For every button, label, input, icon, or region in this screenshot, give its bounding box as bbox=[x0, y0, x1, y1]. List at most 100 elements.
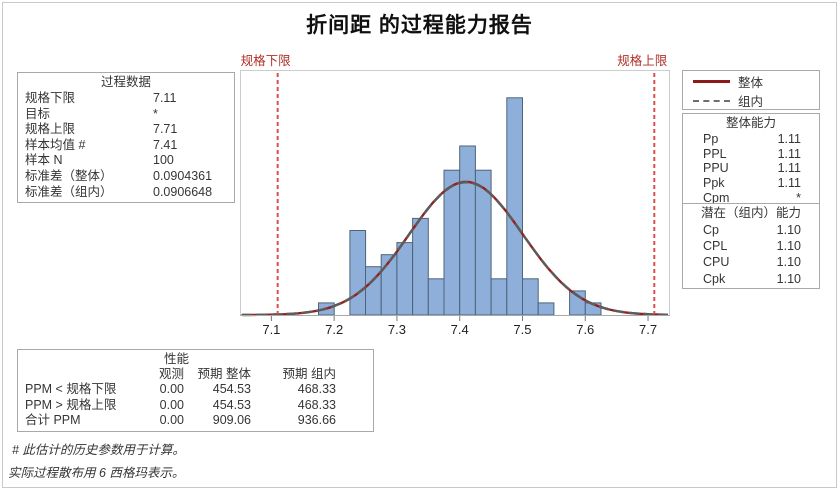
footnote-historical-parameter: # 此估计的历史参数用于计算。 bbox=[12, 443, 185, 457]
process-data-value: 7.71 bbox=[153, 122, 178, 137]
process-data-label: 样本 N bbox=[25, 153, 63, 168]
process-data-label: 规格下限 bbox=[25, 91, 76, 105]
process-data-label: 目标 bbox=[25, 106, 51, 121]
capability-row: Cp 1.10 bbox=[683, 222, 819, 238]
process-data-row: 样本均值 # 7.41 bbox=[18, 138, 234, 154]
process-data-value: 100 bbox=[153, 153, 174, 168]
overall-capability-rows: Pp 1.11 PPL 1.11 PPU 1.11 Ppk 1.11 bbox=[683, 132, 819, 206]
performance-column-headers: 观测 预期 整体 预期 组内 bbox=[18, 367, 373, 382]
process-data-label: 规格上限 bbox=[25, 122, 76, 137]
footnote-six-sigma: 实际过程散布用 6 西格玛表示。 bbox=[8, 466, 185, 480]
performance-panel: 性能 观测 预期 整体 预期 组内 PPM < 规格下限 0.00 454.53… bbox=[17, 349, 374, 432]
capability-stat-value: 1.10 bbox=[776, 255, 801, 270]
capability-stat-label: CPU bbox=[703, 255, 730, 270]
performance-rows: PPM < 规格下限 0.00 454.53 468.33 PPM > 规格上限… bbox=[18, 382, 373, 428]
x-tick-label: 7.2 bbox=[325, 322, 344, 337]
overall-line-sample bbox=[693, 80, 730, 83]
capability-stat-value: 1.11 bbox=[777, 132, 801, 146]
legend-overall-label: 整体 bbox=[738, 76, 764, 90]
capability-row: CPU 1.10 bbox=[683, 254, 819, 270]
process-data-value: 0.0906648 bbox=[153, 184, 213, 199]
ppm-row-label: PPM > 规格上限 bbox=[25, 397, 117, 412]
capability-row: Ppk 1.11 bbox=[683, 176, 819, 191]
ppm-observed: 0.00 bbox=[159, 413, 184, 428]
capability-stat-value: 1.10 bbox=[776, 223, 801, 237]
capability-stat-value: * bbox=[796, 190, 801, 205]
curve-legend: 整体 组内 bbox=[682, 70, 820, 110]
capability-stat-label: Pp bbox=[703, 132, 719, 146]
x-tick-label: 7.7 bbox=[638, 322, 658, 337]
ppm-expected-within: 468.33 bbox=[297, 382, 336, 397]
ppm-expected-overall: 454.53 bbox=[212, 397, 251, 412]
capability-stat-value: 1.10 bbox=[776, 239, 801, 254]
capability-histogram: 规格下限 规格上限 7.1 7.2 7.3 7.4 7.5 7.6 7.7 bbox=[240, 50, 672, 342]
within-line-sample bbox=[693, 99, 730, 102]
process-data-row: 规格下限 7.11 bbox=[18, 91, 234, 107]
spacer bbox=[18, 367, 138, 382]
process-data-value: 7.11 bbox=[153, 91, 177, 105]
ppm-row-label: PPM < 规格下限 bbox=[25, 382, 117, 397]
within-capability-panel: 潜在（组内）能力 Cp 1.10 CPL 1.10 CPU 1.10 bbox=[682, 203, 820, 289]
performance-row: PPM > 规格上限 0.00 454.53 468.33 bbox=[18, 398, 373, 413]
within-capability-header: 潜在（组内）能力 bbox=[700, 206, 801, 220]
performance-header: 性能 bbox=[164, 352, 190, 366]
col-header-observed: 观测 bbox=[158, 367, 184, 381]
capability-stat-label: Ppk bbox=[703, 176, 725, 191]
ppm-expected-overall: 454.53 bbox=[212, 382, 251, 397]
ppm-observed: 0.00 bbox=[159, 397, 184, 412]
capability-row: Cpk 1.10 bbox=[683, 271, 819, 287]
ppm-expected-within: 468.33 bbox=[297, 397, 336, 412]
process-data-value: 7.41 bbox=[153, 137, 178, 152]
process-data-value: 0.0904361 bbox=[153, 168, 213, 183]
x-tick-label: 7.6 bbox=[576, 322, 595, 337]
process-data-row: 规格上限 7.71 bbox=[18, 122, 234, 138]
process-data-label: 标准差（组内） bbox=[25, 184, 113, 199]
process-data-label: 标准差（整体） bbox=[25, 168, 113, 183]
process-data-row: 目标 * bbox=[18, 107, 234, 123]
capability-row: Pp 1.11 bbox=[683, 132, 819, 147]
capability-stat-label: Cpm bbox=[703, 190, 730, 205]
capability-stat-label: Cp bbox=[703, 223, 719, 237]
performance-row: PPM < 规格下限 0.00 454.53 468.33 bbox=[18, 382, 373, 397]
ppm-row-label: 合计 PPM bbox=[25, 413, 81, 428]
ppm-expected-overall: 909.06 bbox=[212, 413, 251, 428]
x-axis-tick-labels: 7.1 7.2 7.3 7.4 7.5 7.6 7.7 bbox=[240, 322, 670, 340]
x-tick-label: 7.1 bbox=[262, 322, 281, 337]
page-title: 折间距 的过程能力报告 bbox=[306, 14, 533, 37]
x-tick-label: 7.5 bbox=[513, 322, 532, 337]
capability-row: PPL 1.11 bbox=[683, 147, 819, 162]
process-data-header: 过程数据 bbox=[100, 75, 151, 89]
capability-stat-value: 1.11 bbox=[777, 161, 801, 176]
capability-stat-label: CPL bbox=[703, 239, 728, 254]
capability-stat-label: Cpk bbox=[703, 271, 726, 286]
capability-stat-value: 1.11 bbox=[777, 176, 801, 191]
overall-capability-panel: 整体能力 Pp 1.11 PPL 1.11 PPU 1.11 bbox=[682, 113, 820, 205]
overall-capability-header: 整体能力 bbox=[725, 116, 776, 130]
capability-stat-label: PPU bbox=[703, 161, 729, 176]
capability-row: Cpm * bbox=[683, 191, 819, 206]
legend-within-entry: 组内 bbox=[683, 92, 819, 109]
histogram-plot bbox=[240, 70, 670, 321]
process-data-value: * bbox=[153, 106, 158, 121]
ppm-expected-within: 936.66 bbox=[297, 413, 336, 428]
col-header-expected-within: 预期 组内 bbox=[282, 367, 336, 381]
within-capability-rows: Cp 1.10 CPL 1.10 CPU 1.10 Cpk 1.10 bbox=[683, 222, 819, 287]
capability-row: PPU 1.11 bbox=[683, 161, 819, 176]
lsl-label: 规格下限 bbox=[240, 54, 291, 68]
process-data-panel: 过程数据 规格下限 7.11 目标 * 规格上限 7.71 bbox=[17, 72, 235, 203]
legend-within-label: 组内 bbox=[738, 95, 764, 109]
process-data-row: 样本 N 100 bbox=[18, 153, 234, 169]
performance-row: 合计 PPM 0.00 909.06 936.66 bbox=[18, 413, 373, 428]
capability-stat-value: 1.10 bbox=[776, 271, 801, 286]
ppm-observed: 0.00 bbox=[159, 382, 184, 397]
x-tick-label: 7.4 bbox=[450, 322, 469, 337]
capability-stat-label: PPL bbox=[703, 146, 727, 161]
capability-row: CPL 1.10 bbox=[683, 238, 819, 254]
x-tick-label: 7.3 bbox=[387, 322, 406, 337]
usl-label: 规格上限 bbox=[617, 54, 668, 68]
capability-stat-value: 1.11 bbox=[777, 146, 801, 161]
legend-overall-entry: 整体 bbox=[683, 73, 819, 90]
process-data-rows: 规格下限 7.11 目标 * 规格上限 7.71 样本均值 # 7.41 bbox=[18, 91, 234, 200]
process-data-label: 样本均值 # bbox=[25, 137, 86, 152]
